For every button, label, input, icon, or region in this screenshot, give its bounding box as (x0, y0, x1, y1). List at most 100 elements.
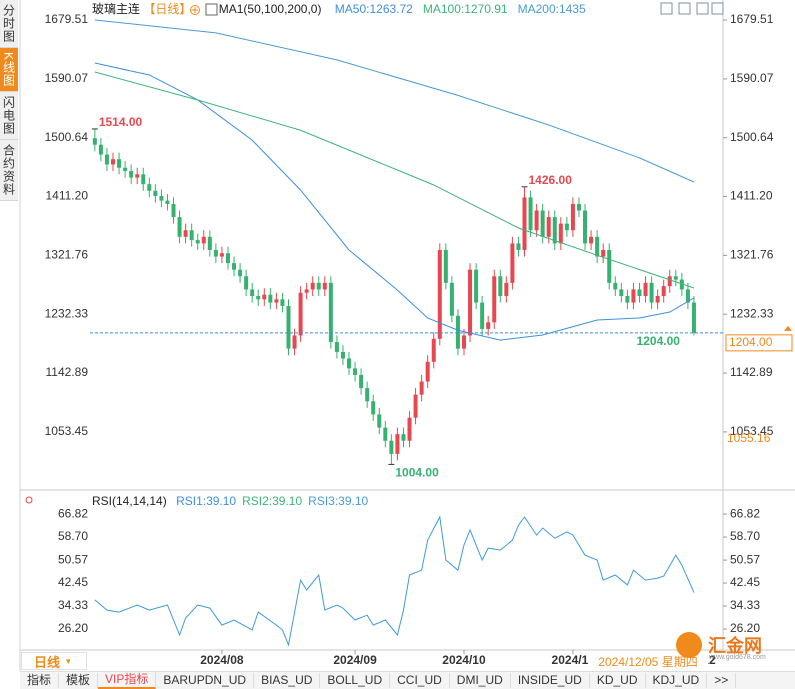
candle-body (407, 417, 412, 441)
candle-body (395, 434, 400, 454)
candle-body (141, 174, 146, 185)
toolbar-item[interactable]: 模板 (59, 673, 99, 688)
toolbar-item[interactable]: BOLL_UD (320, 673, 391, 688)
y-tick-label-right: 34.33 (730, 598, 760, 612)
candle-body (262, 294, 267, 300)
candle-body (189, 230, 194, 241)
y-tick-label-right: 1679.51 (730, 12, 774, 26)
candle-body (419, 381, 424, 395)
main-header: 玻璃主连 【日线】 MA1(50,100,200,0) MA50:1263.72… (92, 1, 586, 16)
candle-body (165, 200, 170, 204)
watermark-name: 汇金网 (708, 636, 762, 656)
y-tick-label: 1411.20 (46, 189, 89, 203)
indicator: MA1(50,100,200,0) (219, 2, 322, 16)
candle-body (546, 217, 551, 237)
candle-body (504, 282, 509, 297)
zoom-out-icon[interactable] (678, 2, 691, 15)
toolbar-item[interactable]: BIAS_UD (254, 673, 321, 688)
y-tick-label: 66.82 (58, 506, 88, 520)
settings-icon[interactable] (25, 496, 33, 504)
candle-body (383, 427, 388, 441)
candle-body (583, 210, 588, 244)
candle-body (171, 203, 176, 218)
candle-body (280, 299, 285, 306)
legend-entry: RSI1:39.10 (176, 494, 236, 508)
candle-body (123, 167, 128, 172)
toolbar-item[interactable]: >> (707, 673, 737, 688)
candle-body (528, 197, 533, 231)
legend-entry: RSI3:39.10 (308, 494, 368, 508)
candle-body (177, 217, 182, 237)
candle-body (540, 210, 545, 237)
watermark-logo (676, 632, 702, 658)
y-tick-label-right: 1321.76 (730, 248, 774, 262)
candle-body (268, 294, 273, 303)
y-tick-label-right: 26.20 (730, 621, 760, 635)
period-tab[interactable]: 日线 ▾ (21, 652, 87, 670)
x-tick-label: 2024/11 (552, 653, 595, 667)
last-price-box (725, 334, 793, 352)
candle-body (274, 299, 279, 303)
candle-body (92, 138, 97, 145)
toolbar-item[interactable]: VIP指标 (98, 672, 157, 689)
y-tick-label: 1142.89 (46, 365, 89, 379)
fullscreen-icon[interactable] (711, 2, 724, 15)
candle-body (232, 263, 237, 270)
candle-body (552, 217, 557, 244)
side-tab[interactable]: 合约资料 (0, 140, 18, 202)
side-tab[interactable]: 闪电图 (0, 92, 18, 141)
legend-entry: RSI2:39.10 (242, 494, 302, 508)
candle-body (347, 358, 352, 369)
zoom-icon[interactable] (660, 2, 673, 15)
y-tick-label: 50.57 (58, 552, 88, 566)
candle-body (516, 243, 521, 250)
toolbar-item[interactable]: 指标 (20, 673, 60, 688)
side-tab[interactable]: 分时图 (0, 0, 18, 48)
candle-body (359, 374, 364, 389)
y-tick-label-right: 42.45 (730, 575, 760, 589)
candle-body (474, 269, 479, 303)
ma-line (94, 71, 695, 289)
candle-body (673, 276, 678, 280)
candle-body (679, 279, 684, 290)
candle-body (98, 144, 103, 155)
reset-icon[interactable] (696, 2, 709, 15)
candle-body (649, 282, 654, 303)
candle-body (637, 289, 642, 297)
candle-body (298, 292, 303, 336)
candle-body (607, 249, 612, 283)
y-tick-label: 26.20 (58, 621, 88, 635)
candle-body (316, 282, 321, 290)
y-tick-label: 34.33 (58, 598, 88, 612)
indicator-icon[interactable] (205, 3, 218, 16)
ma-line (94, 19, 695, 183)
candle-body (486, 322, 491, 329)
y-tick-label: 1679.51 (45, 12, 89, 26)
toolbar-item[interactable]: BARUPDN_UD (156, 673, 255, 688)
toolbar-item[interactable]: KD_UD (590, 673, 646, 688)
toolbar-item[interactable]: INSIDE_UD (511, 673, 590, 688)
candle-body (455, 315, 460, 349)
candle-body (425, 361, 430, 382)
candle-body (468, 269, 473, 336)
toolbar-item[interactable]: DMI_UD (450, 673, 511, 688)
legend-entry: MA50:1263.72 (335, 2, 413, 16)
candle-body (492, 276, 497, 323)
candle-body (564, 223, 569, 231)
candle-body (619, 289, 624, 297)
watermark-url: www.gold678.com (709, 654, 766, 661)
add-icon[interactable] (190, 5, 200, 15)
candle-body (655, 296, 660, 303)
candle-body (377, 414, 382, 428)
candle-body (147, 184, 152, 191)
side-tab[interactable]: K线图 (0, 48, 18, 93)
candle-body (431, 338, 436, 362)
candle-body (328, 282, 333, 343)
y-tick-label-right: 58.70 (730, 529, 760, 543)
toolbar-item[interactable]: CCI_UD (390, 673, 450, 688)
rsi-line (94, 515, 695, 647)
candle-body (570, 203, 575, 231)
toolbar-item[interactable]: KDJ_UD (646, 673, 708, 688)
crosshair-date: 2024/12/05 星期四 (588, 652, 708, 670)
